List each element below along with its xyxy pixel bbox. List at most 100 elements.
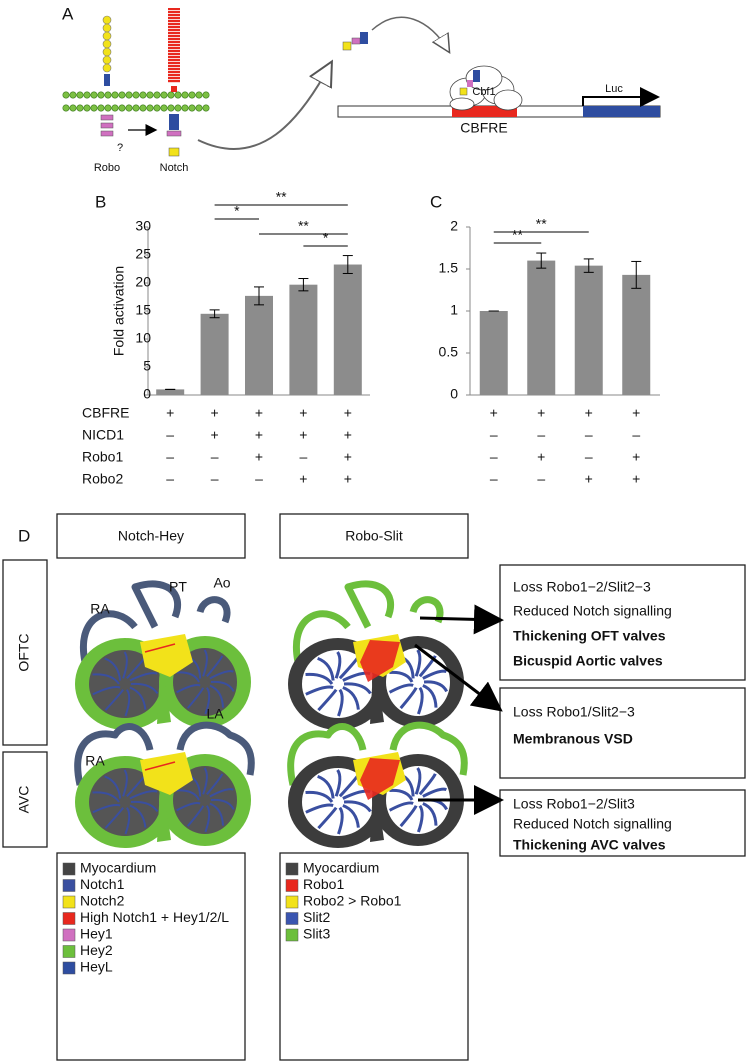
significance-label: ** (512, 227, 523, 243)
condition-sign: – (300, 449, 308, 465)
y-tick-label: 15 (135, 302, 151, 318)
trabeculae (104, 689, 124, 711)
error-bar (254, 286, 264, 306)
cbf1-label: Cbf1 (472, 86, 495, 98)
trabeculae (422, 787, 448, 798)
condition-sign: – (490, 471, 498, 487)
legend-swatch (62, 928, 76, 942)
row-header-box (2, 751, 48, 848)
egf-repeat (168, 53, 180, 56)
bound-y (459, 87, 468, 96)
legend-label: Robo1 (303, 876, 344, 892)
row-header-box (2, 559, 48, 746)
membrane-head (132, 104, 140, 112)
notch-tm (171, 86, 177, 92)
robo1-region (360, 758, 400, 800)
trabeculae (337, 806, 344, 835)
egf-repeat (168, 56, 180, 59)
membrane-head (139, 91, 147, 99)
membrane-head (160, 104, 168, 112)
membrane-head (90, 91, 98, 99)
trabeculae (202, 767, 208, 795)
egf-repeat (168, 35, 180, 38)
trabeculae (176, 789, 200, 801)
condition-sign: – (585, 449, 593, 465)
trabeculae (129, 686, 147, 710)
column-header-box (279, 513, 469, 559)
legend-box (56, 852, 246, 1061)
robo-label: Robo (94, 162, 120, 174)
trabeculae (92, 685, 121, 696)
ig-domain (102, 23, 112, 33)
condition-sign: – (211, 471, 219, 487)
finding-bold: Thickening AVC valves (513, 837, 666, 853)
finding-arrow (419, 604, 504, 635)
y-axis-label: Fold activation (111, 266, 127, 356)
condition-name: CBFRE (82, 405, 129, 421)
membrane-head (83, 104, 91, 112)
egf-repeat (168, 20, 180, 23)
y-tick-label: 25 (135, 246, 151, 262)
ig-domain (102, 39, 112, 49)
egf-repeat (168, 41, 180, 44)
condition-sign: – (166, 471, 174, 487)
legend-label: Notch2 (80, 893, 125, 909)
bar (622, 274, 651, 395)
condition-sign: + (344, 405, 352, 421)
luc-label: Luc (605, 83, 623, 95)
membrane-head (62, 91, 70, 99)
condition-sign: – (166, 449, 174, 465)
condition-sign: + (537, 449, 545, 465)
trabeculae (334, 651, 342, 679)
trabeculae (414, 649, 422, 677)
legend-swatch (285, 895, 299, 909)
legend-swatch (285, 879, 299, 892)
egf-repeat (168, 68, 180, 71)
trabeculae (176, 671, 200, 683)
condition-sign: – (211, 449, 219, 465)
egf-repeat (168, 74, 180, 77)
cbfre-label: CBFRE (460, 120, 507, 136)
trabeculae (206, 655, 224, 677)
trabeculae (210, 680, 235, 692)
legend-label: Notch1 (80, 876, 125, 892)
egf-repeat (168, 29, 180, 32)
egf-repeat (168, 59, 180, 62)
y-tick-label: 0 (143, 386, 151, 402)
condition-sign: – (255, 471, 263, 487)
trabeculae (334, 769, 342, 797)
membrane-head (132, 91, 140, 99)
ig-domain (102, 15, 112, 25)
y-tick-label: 30 (135, 218, 151, 234)
finding-bold: Thickening OFT valves (513, 628, 666, 644)
trabeculae (317, 774, 335, 799)
curved-arrow (197, 65, 330, 151)
trabeculae (305, 803, 334, 814)
condition-sign: + (255, 427, 263, 443)
trabeculae (176, 683, 201, 694)
membrane-head (118, 104, 126, 112)
valve-region (140, 752, 193, 795)
trabeculae (122, 769, 128, 797)
egf-repeat (168, 44, 180, 47)
y-tick-label: 0 (450, 386, 458, 402)
trabeculae (206, 773, 224, 795)
egf-repeat (168, 71, 180, 74)
finding-arrow (414, 643, 503, 712)
membrane-head (174, 104, 182, 112)
membrane-head (104, 104, 112, 112)
column-header: Notch-Hey (118, 528, 184, 544)
egf-repeat (168, 8, 180, 11)
condition-name: Robo1 (82, 449, 123, 465)
legend-swatch (62, 895, 76, 909)
trabeculae (343, 682, 372, 695)
cbfre-site (452, 106, 517, 117)
trabeculae (130, 800, 159, 813)
trabeculae (122, 651, 128, 679)
legend-label: Myocardium (303, 860, 379, 876)
egf-repeat (168, 62, 180, 65)
trabeculae (389, 670, 414, 683)
membrane-head (90, 104, 98, 112)
membrane-head (118, 91, 126, 99)
trabeculae (342, 804, 360, 828)
